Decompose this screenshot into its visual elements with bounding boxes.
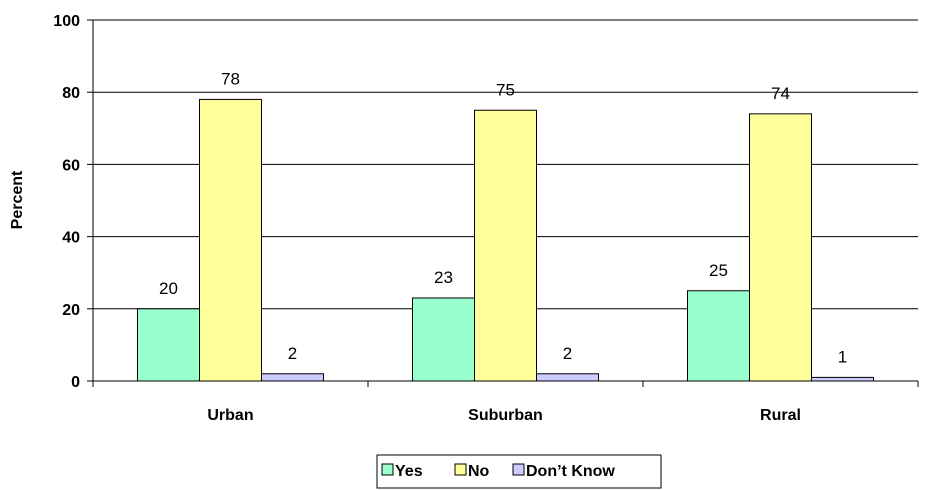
data-label: 75 [496,80,515,99]
bar-don-t-know-urban [261,373,324,382]
data-label: 1 [838,347,847,366]
x-tick-label: Suburban [468,407,543,424]
data-label: 25 [709,261,728,280]
y-axis: 0 20 40 60 80 100 [53,13,94,391]
data-label: 2 [563,344,572,363]
bar-no-urban [199,98,262,382]
legend: Yes No Don’t Know [376,454,662,489]
y-tick-label: 40 [62,230,80,247]
x-tick-label: Urban [207,407,253,424]
bars [137,98,874,382]
y-axis-label: Percent [9,170,26,229]
bar-yes-urban [137,308,200,382]
legend-entry: No [454,463,490,480]
x-tick-label: Rural [760,407,801,424]
data-label: 78 [221,69,240,88]
y-tick-label: 80 [62,85,80,102]
y-tick-label: 20 [62,302,80,319]
y-tick-label: 100 [53,13,80,30]
legend-label: Don’t Know [526,463,615,480]
data-label: 74 [771,84,790,103]
legend-swatch [381,463,394,476]
legend-entry: Don’t Know [512,463,615,480]
data-label: 2 [288,344,297,363]
legend-entry: Yes [381,463,423,480]
data-label: 20 [159,279,178,298]
legend-swatch [512,463,525,476]
bar-yes-suburban [412,297,475,382]
data-label: 23 [434,268,453,287]
bar-no-rural [749,113,812,382]
bar-no-suburban [474,109,537,382]
x-axis: Urban Suburban Rural [92,380,919,424]
legend-label: No [468,463,490,480]
bar-don-t-know-suburban [536,373,599,382]
y-tick-label: 0 [71,374,80,391]
data-labels: 20 78 2 23 75 2 25 74 1 [159,69,847,366]
bar-don-t-know-rural [811,376,874,382]
legend-label: Yes [395,463,423,480]
legend-swatch [454,463,467,476]
y-tick-label: 60 [62,157,80,174]
bar-yes-rural [687,290,750,382]
